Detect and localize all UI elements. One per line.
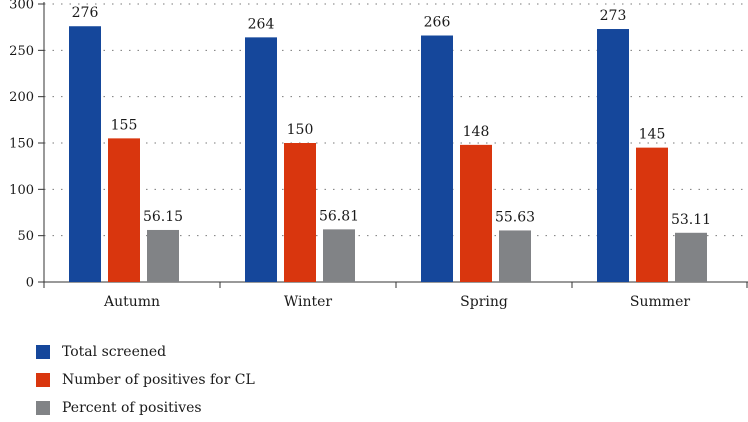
- bar-number-of-positives-for-cl-spring: [460, 144, 492, 282]
- legend-label-positives: Number of positives for CL: [62, 372, 255, 388]
- bar-percent-of-positives-autumn: [147, 229, 179, 282]
- gridlines: [44, 3, 748, 237]
- data-label-total-screened-autumn: 276: [72, 5, 99, 21]
- data-label-percent-of-positives-autumn: 56.15: [143, 209, 183, 225]
- data-label-number-of-positives-for-cl-winter: 150: [287, 122, 314, 138]
- y-tick-label: 50: [17, 229, 34, 244]
- bars: [69, 26, 707, 282]
- data-label-percent-of-positives-spring: 55.63: [495, 209, 535, 225]
- data-label-total-screened-spring: 266: [424, 15, 451, 31]
- bar-number-of-positives-for-cl-winter: [284, 143, 316, 282]
- legend-swatch-positives: [36, 373, 50, 387]
- legend-item-percent: Percent of positives: [36, 394, 255, 422]
- data-label-number-of-positives-for-cl-summer: 145: [639, 127, 666, 143]
- bar-chart: 0 50 100 150 200 250 300 276 155 56.15 264 150 56.8…: [9, 0, 748, 310]
- bar-number-of-positives-for-cl-summer: [636, 147, 668, 282]
- y-axis-ticks: 0 50 100 150 200 250 300: [9, 0, 44, 291]
- x-category-label-autumn: Autumn: [103, 294, 160, 310]
- y-tick-label: 0: [26, 276, 34, 291]
- x-category-label-spring: Spring: [460, 294, 508, 310]
- y-tick-label: 300: [9, 0, 34, 13]
- y-tick-label: 250: [9, 44, 34, 59]
- legend-swatch-percent: [36, 401, 50, 415]
- data-label-percent-of-positives-summer: 53.11: [671, 212, 711, 228]
- x-axis-categories: Autumn Winter Spring Summer: [43, 282, 748, 310]
- bar-percent-of-positives-summer: [675, 232, 707, 282]
- data-label-total-screened-winter: 264: [248, 16, 275, 32]
- legend-label-total-screened: Total screened: [62, 344, 167, 360]
- legend-item-positives: Number of positives for CL: [36, 366, 255, 394]
- bar-total-screened-autumn: [69, 26, 101, 282]
- data-labels: 276 155 56.15 264 150 56.81 266 148 55.63 273 145 5…: [72, 5, 711, 228]
- legend: Total screened Number of positives for C…: [36, 338, 255, 422]
- x-category-label-summer: Summer: [630, 294, 690, 310]
- bar-total-screened-summer: [597, 29, 629, 282]
- y-tick-label: 100: [9, 183, 34, 198]
- bar-total-screened-spring: [421, 35, 453, 282]
- bar-number-of-positives-for-cl-autumn: [108, 138, 140, 282]
- y-tick-label: 200: [9, 90, 34, 105]
- bar-percent-of-positives-spring: [499, 230, 531, 282]
- legend-item-total-screened: Total screened: [36, 338, 255, 366]
- data-label-number-of-positives-for-cl-spring: 148: [463, 124, 490, 140]
- x-category-label-winter: Winter: [284, 294, 333, 310]
- bar-total-screened-winter: [245, 37, 277, 282]
- y-tick-label: 150: [9, 137, 34, 152]
- legend-label-percent: Percent of positives: [62, 400, 202, 416]
- legend-swatch-total-screened: [36, 345, 50, 359]
- bar-percent-of-positives-winter: [323, 229, 355, 282]
- data-label-total-screened-summer: 273: [600, 8, 627, 24]
- data-label-number-of-positives-for-cl-autumn: 155: [111, 117, 138, 133]
- data-label-percent-of-positives-winter: 56.81: [319, 208, 359, 224]
